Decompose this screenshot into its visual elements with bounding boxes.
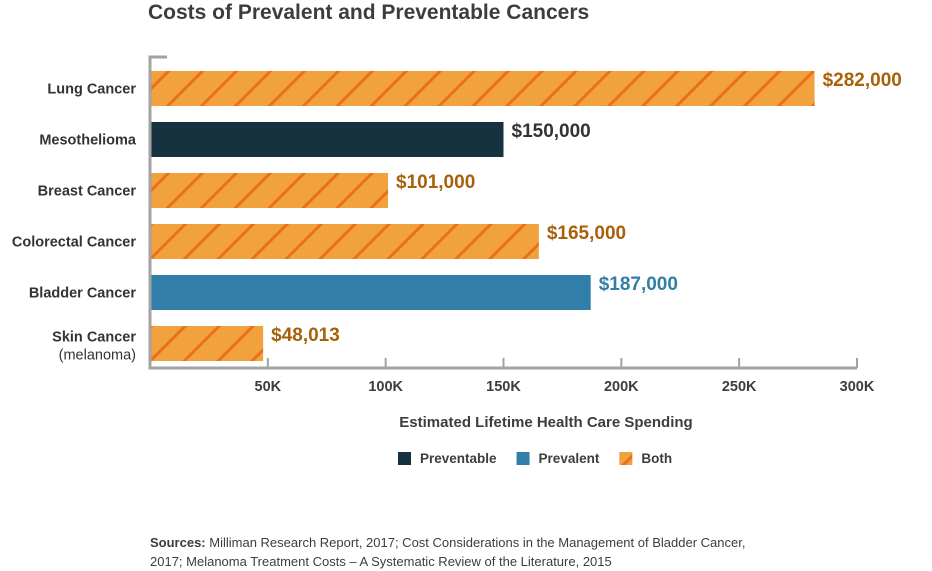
bar-lung-cancer xyxy=(150,71,815,106)
data-label: $48,013 xyxy=(271,325,340,346)
category-label: Breast Cancer xyxy=(38,184,137,200)
legend-swatch-both xyxy=(619,452,633,465)
legend-label-both: Both xyxy=(641,451,672,466)
bar-skin-cancer xyxy=(150,326,264,361)
x-tick-label: 300K xyxy=(840,379,875,395)
legend-label-preventable: Preventable xyxy=(420,451,497,466)
bar-chart: Costs of Prevalent and Preventable Cance… xyxy=(12,1,902,466)
data-label: $101,000 xyxy=(396,172,475,193)
category-label: Skin Cancer xyxy=(52,330,136,346)
x-axis-label: Estimated Lifetime Health Care Spending xyxy=(399,414,692,431)
x-tick-label: 250K xyxy=(722,379,757,395)
x-axis: 50K 100K 150K 200K 250K 300K xyxy=(148,55,875,395)
bar-mesothelioma xyxy=(150,122,504,157)
sources-label: Sources: xyxy=(150,535,206,550)
legend-swatch-prevalent xyxy=(516,452,530,465)
bar-bladder-cancer xyxy=(150,275,591,310)
data-label: $165,000 xyxy=(547,223,626,244)
sources-text: Milliman Research Report, 2017; Cost Con… xyxy=(150,535,746,569)
legend-swatch-preventable xyxy=(398,452,411,465)
bar-breast-cancer xyxy=(150,173,389,208)
sources-note: Sources: Milliman Research Report, 2017;… xyxy=(150,533,770,571)
category-label: Mesothelioma xyxy=(39,133,137,149)
legend: Preventable Prevalent Both xyxy=(398,451,672,466)
chart-title: Costs of Prevalent and Preventable Cance… xyxy=(148,1,589,24)
x-tick-label: 200K xyxy=(604,379,639,395)
x-tick-label: 50K xyxy=(255,379,282,395)
category-label: Lung Cancer xyxy=(47,82,136,98)
x-tick-label: 100K xyxy=(368,379,403,395)
category-label: Bladder Cancer xyxy=(29,286,137,302)
data-label: $282,000 xyxy=(823,70,902,91)
bar-colorectal-cancer xyxy=(150,224,539,259)
data-label: $187,000 xyxy=(599,274,678,295)
category-label: Colorectal Cancer xyxy=(12,235,136,251)
x-tick-label: 150K xyxy=(486,379,521,395)
legend-label-prevalent: Prevalent xyxy=(539,451,600,466)
data-label: $150,000 xyxy=(512,121,591,142)
category-sublabel: (melanoma) xyxy=(59,348,136,364)
